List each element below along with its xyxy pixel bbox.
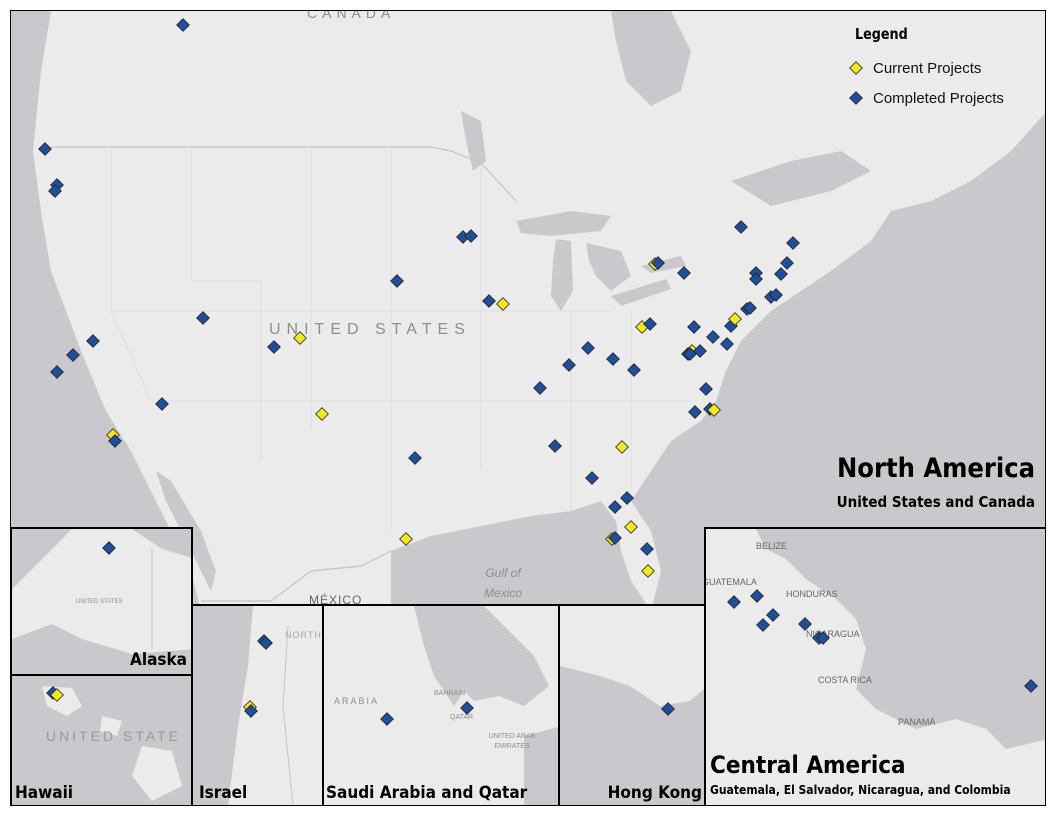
saudi-title: Saudi Arabia and Qatar xyxy=(326,783,528,803)
ca-label-costa-rica: COSTA RICA xyxy=(818,675,872,685)
hongkong-map xyxy=(560,666,704,805)
border-lines xyxy=(51,146,517,602)
ca-label-nicaragua: NICARAGUA xyxy=(806,629,860,639)
atlantic-ocean xyxy=(631,113,1045,611)
hudson-bay xyxy=(611,11,691,106)
legend-item-current: Current Projects xyxy=(835,53,1035,83)
label-gulf: Gulf of Mexico xyxy=(483,566,522,600)
lake-erie xyxy=(611,279,671,306)
current-marker-icon xyxy=(849,61,863,75)
saudi-label-qatar: QATAR xyxy=(450,714,474,721)
lake-huron xyxy=(586,243,631,291)
israel-region-label: NORTH xyxy=(285,630,322,640)
central-america-subtitle: Guatemala, El Salvador, Nicaragua, and C… xyxy=(710,783,1011,797)
israel-map xyxy=(193,606,294,805)
gulf-st-lawrence xyxy=(731,151,871,206)
label-united-states: UNITED STATES xyxy=(269,321,471,338)
inset-hawaii[interactable]: UNITED STATE Hawaii xyxy=(11,674,193,805)
saudi-label-arabia: ARABIA xyxy=(334,696,380,706)
alaska-title: Alaska xyxy=(130,650,187,670)
inset-central-america[interactable]: BELIZE GUATEMALA HONDURAS NICARAGUA COST… xyxy=(704,527,1045,805)
inset-alaska[interactable]: UNITED STATES Alaska xyxy=(11,527,193,676)
hawaii-map xyxy=(12,676,191,805)
alaska-map xyxy=(12,529,191,674)
israel-title: Israel xyxy=(199,783,248,803)
lake-michigan xyxy=(551,239,573,311)
water-bodies xyxy=(11,11,1045,611)
saudi-map xyxy=(414,606,558,805)
ca-label-honduras: HONDURAS xyxy=(786,589,838,599)
legend-current-label: Current Projects xyxy=(873,59,982,77)
ca-label-guatemala: GUATEMALA xyxy=(704,577,757,587)
map-frame[interactable]: CANADA UNITED STATES MÉXICO Gulf of Mexi… xyxy=(10,10,1046,806)
inset-hong-kong[interactable]: Hong Kong xyxy=(558,604,706,805)
hong-kong-title: Hong Kong xyxy=(607,783,702,803)
lake-winnipeg xyxy=(461,111,486,171)
legend-title: Legend xyxy=(855,25,908,43)
label-mexico: MÉXICO xyxy=(309,593,363,607)
gulf-of-mexico xyxy=(391,501,651,611)
central-america-title: Central America xyxy=(710,751,906,779)
ca-label-panama: PANAMÁ xyxy=(898,717,936,727)
saudi-label-uae: UNITED ARAB EMIRATES xyxy=(488,733,536,750)
legend: Legend Current Projects Completed Projec… xyxy=(835,25,1035,113)
legend-completed-label: Completed Projects xyxy=(873,89,1004,107)
main-map[interactable] xyxy=(11,11,1046,806)
state-lines xyxy=(110,147,691,531)
pacific-ocean xyxy=(11,11,201,611)
alaska-country-label: UNITED STATES xyxy=(76,599,123,605)
label-canada: CANADA xyxy=(307,10,396,21)
north-america-title: North America xyxy=(836,453,1035,484)
lake-ontario xyxy=(641,256,686,273)
legend-item-completed: Completed Projects xyxy=(835,83,1035,113)
north-america-subtitle: United States and Canada xyxy=(836,493,1035,511)
ca-label-belize: BELIZE xyxy=(756,541,788,551)
lake-superior xyxy=(516,211,611,236)
inset-israel[interactable]: NORTH Israel xyxy=(191,604,324,805)
inset-saudi-qatar[interactable]: ARABIA BAHRAIN QATAR UNITED ARAB EMIRATE… xyxy=(322,604,560,805)
hawaii-title: Hawaii xyxy=(15,783,74,803)
completed-marker-icon xyxy=(849,91,863,105)
hawaii-country-label: UNITED STATE xyxy=(46,728,182,744)
central-america-map xyxy=(706,529,1045,805)
saudi-label-bahrain: BAHRAIN xyxy=(434,690,466,697)
